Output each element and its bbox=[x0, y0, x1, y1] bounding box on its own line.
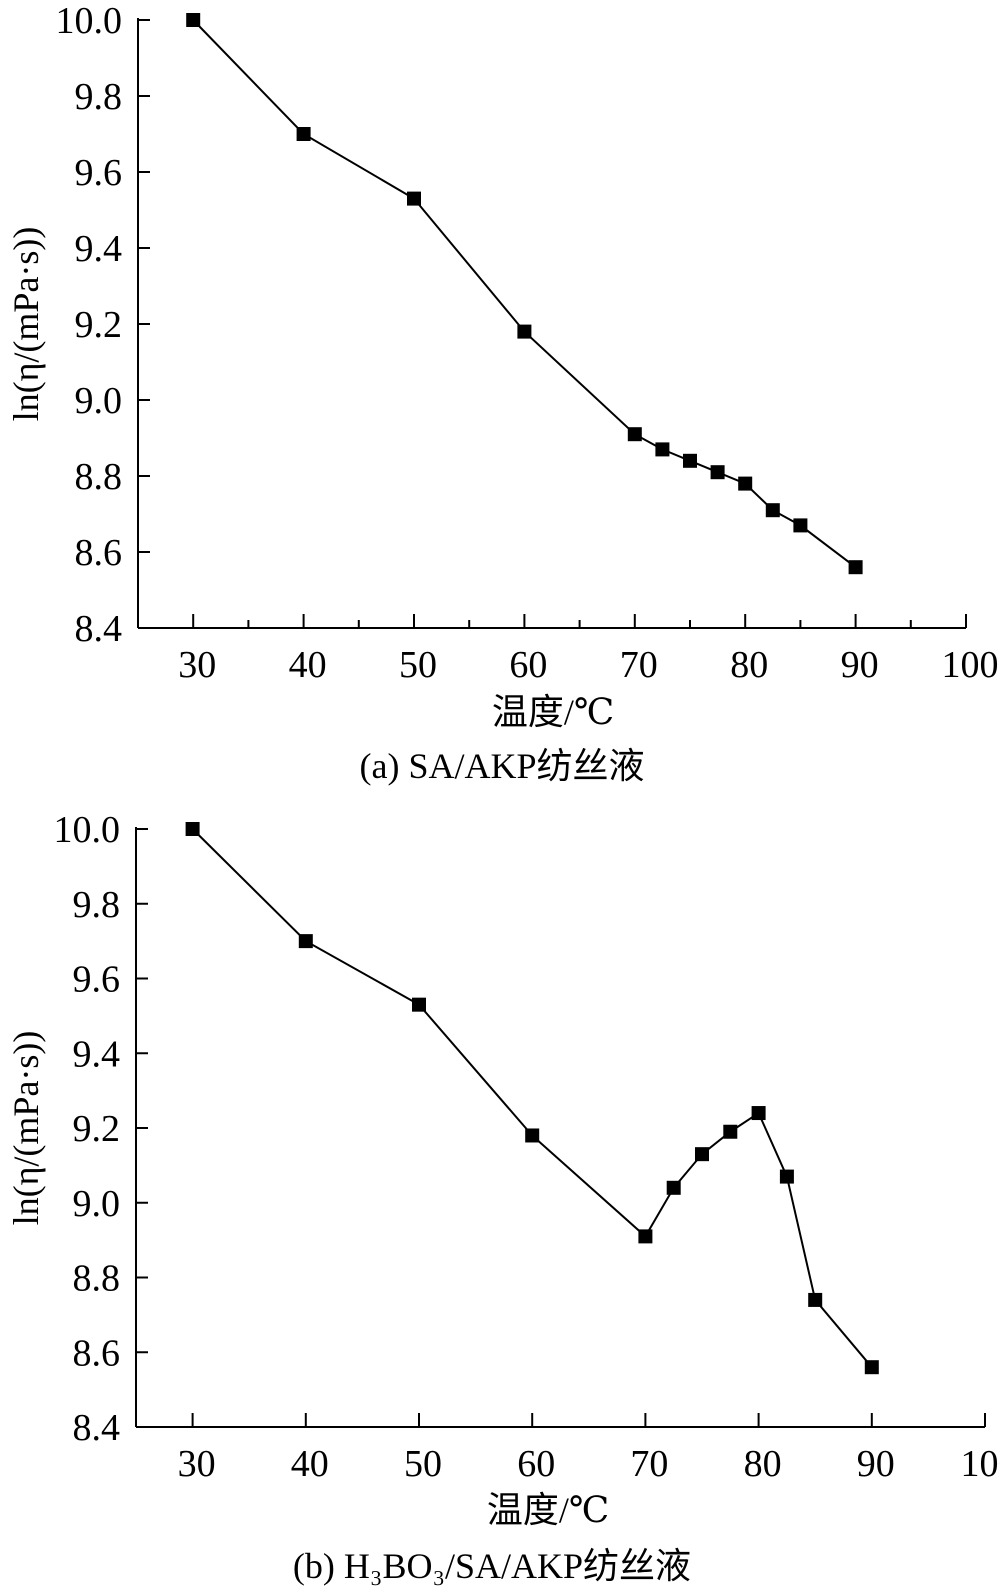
data-point bbox=[864, 1360, 879, 1375]
x-tick-label: 70 bbox=[620, 644, 658, 686]
y-tick-label: 8.8 bbox=[75, 456, 123, 498]
y-tick-label: 9.8 bbox=[75, 76, 123, 118]
chart-panel-b: 8.4 8.6 8.8 9.0 9.2 9.4 9.6 9.8 10.0 30 40 50 60 70 80… bbox=[6, 809, 1000, 1586]
x-tick-label: 60 bbox=[509, 644, 547, 686]
x-tick-label: 30 bbox=[178, 1443, 216, 1485]
data-point bbox=[627, 427, 642, 442]
data-point bbox=[412, 997, 426, 1012]
x-tick-label: 80 bbox=[744, 1443, 782, 1485]
x-tick-label: 90 bbox=[857, 1443, 895, 1485]
y-tick-label: 9.4 bbox=[73, 1033, 121, 1075]
x-tick-label: 70 bbox=[630, 1443, 668, 1485]
y-tick-label: 9.6 bbox=[75, 152, 123, 194]
y-tick-label: 9.0 bbox=[75, 380, 123, 422]
y-tick-label: 8.6 bbox=[73, 1332, 121, 1374]
y-tick-label: 8.6 bbox=[75, 532, 123, 574]
data-point bbox=[296, 127, 311, 141]
y-axis-label: ln(η/(mPa·s)) bbox=[6, 1031, 46, 1226]
data-point bbox=[765, 503, 780, 518]
chart-panel-a: 8.4 8.6 8.8 9.0 9.2 9.4 9.6 9.8 10.0 30 40 50 60 70 80… bbox=[6, 0, 999, 786]
x-tick-label: 40 bbox=[291, 1443, 329, 1485]
panel-caption: (b) H₃BO₃/SA/AKP纺丝液 bbox=[293, 1546, 691, 1586]
data-point bbox=[848, 560, 863, 575]
data-point bbox=[666, 1180, 681, 1195]
y-tick-label: 8.8 bbox=[73, 1258, 121, 1300]
x-axis-label: 温度/℃ bbox=[487, 1490, 609, 1530]
data-point bbox=[517, 324, 532, 339]
data-point bbox=[808, 1292, 823, 1307]
x-tick-label: 40 bbox=[289, 644, 327, 686]
data-point bbox=[683, 453, 697, 468]
x-tick-label: 90 bbox=[841, 644, 879, 686]
data-point bbox=[779, 1169, 794, 1184]
data-point bbox=[186, 13, 201, 27]
data-point bbox=[185, 822, 200, 836]
data-point bbox=[407, 191, 421, 206]
y-tick-label: 10.0 bbox=[56, 0, 123, 42]
data-point bbox=[298, 934, 313, 949]
data-point bbox=[710, 465, 725, 480]
y-tick-label: 9.6 bbox=[73, 959, 121, 1001]
x-tick-label: 50 bbox=[399, 644, 437, 686]
y-tick-label: 9.2 bbox=[75, 304, 123, 346]
x-axis-label: 温度/℃ bbox=[492, 692, 614, 732]
data-point bbox=[638, 1229, 653, 1244]
x-tick-label: 80 bbox=[730, 644, 768, 686]
data-point bbox=[525, 1128, 540, 1143]
x-tick-label: 100 bbox=[961, 1443, 1000, 1485]
x-tick-label: 50 bbox=[404, 1443, 442, 1485]
y-tick-label: 9.2 bbox=[73, 1108, 121, 1150]
y-tick-label: 8.4 bbox=[73, 1407, 121, 1449]
data-point bbox=[695, 1147, 709, 1162]
panel-caption: (a) SA/AKP纺丝液 bbox=[360, 746, 645, 786]
y-tick-label: 9.8 bbox=[73, 884, 121, 926]
series-line bbox=[191, 828, 873, 1368]
data-point bbox=[751, 1106, 766, 1121]
data-point bbox=[723, 1124, 738, 1139]
data-point bbox=[655, 442, 670, 457]
y-tick-label: 9.4 bbox=[75, 228, 123, 270]
y-tick-label: 10.0 bbox=[54, 809, 121, 851]
x-tick-label: 60 bbox=[517, 1443, 555, 1485]
y-tick-label: 9.0 bbox=[73, 1183, 121, 1225]
y-axis-label: ln(η/(mPa·s)) bbox=[6, 227, 46, 422]
data-point bbox=[793, 518, 808, 533]
y-tick-label: 8.4 bbox=[75, 608, 123, 650]
series-line bbox=[192, 19, 857, 568]
x-tick-label: 30 bbox=[178, 644, 216, 686]
x-tick-label: 100 bbox=[942, 644, 999, 686]
data-point bbox=[738, 476, 753, 491]
